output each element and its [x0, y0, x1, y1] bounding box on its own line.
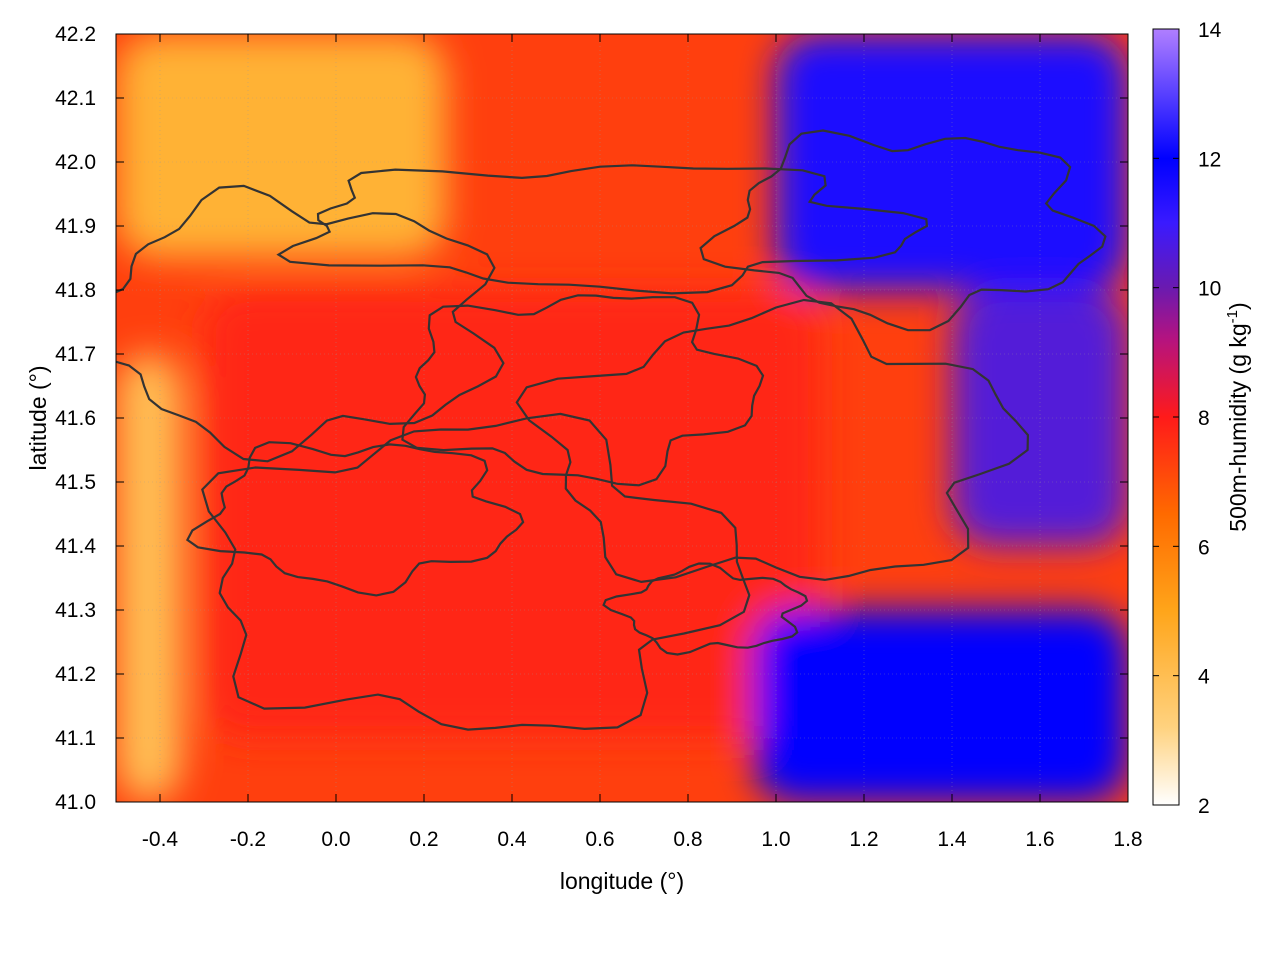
x-axis-ticks: -0.4 -0.2 0.0 0.2 0.4 0.6 0.8 1.0 1.2 1.4 1.6 1.8 [142, 34, 1143, 851]
humidity-contours [116, 129, 1107, 731]
y-tick-label: 41.0 [55, 791, 96, 814]
x-tick-label: 0.0 [321, 828, 350, 851]
y-tick-label: 42.1 [55, 87, 96, 110]
x-tick-label: 1.8 [1113, 828, 1142, 851]
x-tick-label: 1.4 [937, 828, 967, 851]
contour-line [699, 129, 1107, 332]
y-tick-label: 41.7 [55, 343, 96, 366]
humidity-region [754, 610, 1128, 802]
y-tick-label: 42.2 [55, 23, 96, 46]
contour-line [401, 294, 765, 487]
colorbar-tick-label: 4 [1198, 666, 1210, 689]
x-tick-label: 0.6 [585, 828, 614, 851]
x-tick-label: -0.2 [230, 828, 266, 851]
contour-line [602, 562, 809, 656]
contour-line [185, 441, 525, 597]
colorbar-tick-label: 10 [1198, 278, 1221, 301]
contour-line [116, 184, 505, 463]
y-tick-label: 42.0 [55, 151, 96, 174]
x-tick-label: 0.4 [497, 828, 527, 851]
x-axis-label: longitude (°) [560, 868, 684, 894]
y-tick-label: 41.1 [55, 727, 96, 750]
y-tick-label: 41.8 [55, 279, 96, 302]
x-tick-label: 0.2 [409, 828, 438, 851]
x-tick-label: 1.6 [1025, 828, 1054, 851]
contour-line [515, 298, 1030, 584]
y-tick-label: 41.3 [55, 599, 96, 622]
y-tick-label: 41.2 [55, 663, 96, 686]
x-tick-label: 1.0 [761, 828, 790, 851]
humidity-region [116, 34, 446, 258]
grid-lines [116, 34, 1128, 802]
y-tick-label: 41.5 [55, 471, 96, 494]
x-tick-label: 1.2 [849, 828, 878, 851]
x-tick-label: 0.8 [673, 828, 702, 851]
contour-line [276, 164, 929, 295]
x-tick-label: -0.4 [142, 828, 179, 851]
y-tick-label: 41.6 [55, 407, 96, 430]
colorbar-label: 500m-humidity (g kg-1) [1224, 302, 1251, 531]
colorbar-tick-label: 12 [1198, 148, 1221, 171]
colorbar-label-exponent: -1 [1224, 310, 1241, 323]
colorbar-tick-label: 6 [1198, 536, 1210, 559]
y-tick-label: 41.9 [55, 215, 96, 238]
humidity-region [116, 354, 182, 802]
y-tick-label: 41.4 [55, 535, 96, 558]
colorbar-tick-label: 8 [1198, 407, 1210, 430]
contour-line [201, 412, 751, 731]
colorbar-tick-label: 14 [1198, 19, 1222, 42]
y-axis-ticks: 41.0 41.1 41.2 41.3 41.4 41.5 41.6 41.7 41.8 41.9… [55, 23, 1128, 814]
colorbar-ticks: 2 4 6 8 10 12 14 [1153, 19, 1222, 818]
colorbar-tick-label: 2 [1198, 795, 1210, 818]
y-axis-label: latitude (°) [25, 365, 51, 470]
